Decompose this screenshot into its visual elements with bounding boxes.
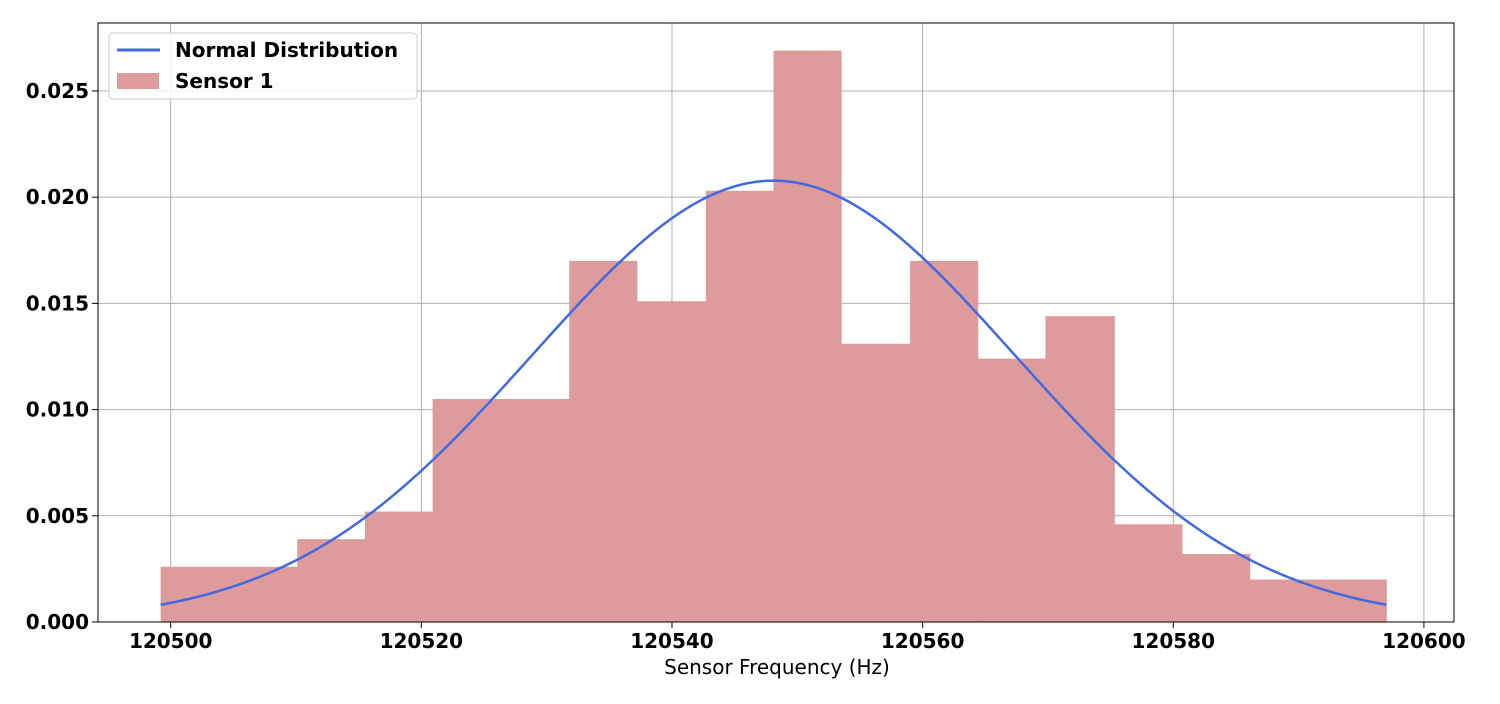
legend: Normal Distribution Sensor 1 [108, 32, 418, 100]
legend-box [108, 32, 418, 100]
y-tick-label: 0.010 [26, 398, 89, 422]
x-tick-label: 120560 [881, 629, 965, 653]
axes [97, 22, 1455, 623]
normal-distribution-curve [160, 179, 1387, 606]
y-tick-label: 0.025 [26, 79, 89, 103]
plot-frame [97, 22, 1455, 623]
histogram-bar [773, 50, 842, 623]
histogram-bar [1114, 524, 1183, 622]
histogram-bar [705, 190, 774, 622]
x-tick-label: 120540 [630, 629, 714, 653]
x-axis-label: Sensor Frequency (Hz) [664, 655, 890, 679]
y-tick-label: 0.000 [26, 610, 89, 634]
histogram-bar [160, 566, 229, 622]
histogram-bars [160, 50, 1387, 623]
histogram-bar [1249, 579, 1320, 622]
legend-label-sensor-1: Sensor 1 [175, 69, 274, 93]
histogram-bar [977, 358, 1046, 622]
histogram-bar [910, 260, 979, 622]
x-tick-label: 120520 [380, 629, 464, 653]
histogram-bar [432, 398, 503, 622]
histogram-bar [501, 398, 570, 622]
y-tick-label: 0.015 [26, 291, 89, 315]
normal-curve-layer [160, 179, 1387, 606]
legend-bar-swatch [117, 73, 159, 89]
histogram-bar [841, 343, 911, 622]
histogram-bar [297, 539, 366, 622]
x-tick-label: 120600 [1382, 629, 1466, 653]
histogram-bar [636, 301, 707, 622]
tick-labels: 120500 120520 120540 120560 120580 120600 0.00… [26, 79, 1466, 653]
legend-label-normal-distribution: Normal Distribution [175, 38, 398, 62]
histogram-bar [364, 511, 434, 622]
histogram-bar [569, 260, 638, 622]
histogram-bar [1182, 554, 1251, 622]
y-tick-label: 0.005 [26, 504, 89, 528]
y-tick-label: 0.020 [26, 185, 89, 209]
histogram-bar [1318, 579, 1387, 622]
x-tick-label: 120580 [1132, 629, 1216, 653]
histogram-bar [1045, 316, 1115, 622]
x-tick-label: 120500 [129, 629, 213, 653]
